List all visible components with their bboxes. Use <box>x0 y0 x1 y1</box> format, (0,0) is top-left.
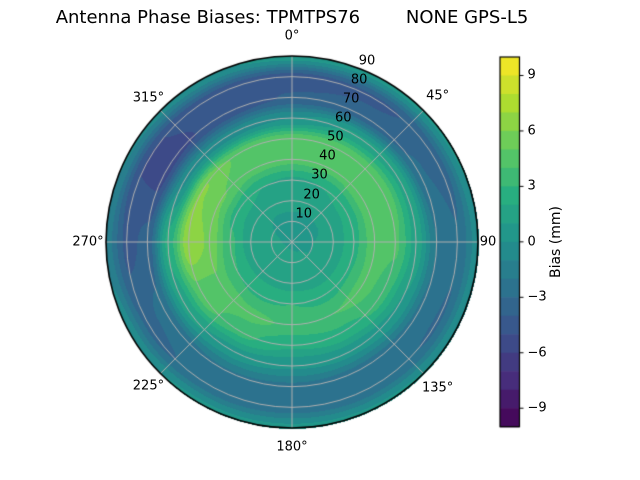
azimuth-tick-label: 45° <box>426 88 450 104</box>
azimuth-tick-label: 270° <box>72 234 104 250</box>
azimuth-tick-label: 0° <box>284 28 300 44</box>
colorbar-tick-label: −6 <box>527 345 547 361</box>
radial-tick-label: 70 <box>342 91 360 107</box>
radial-tick-label: 80 <box>350 72 368 88</box>
azimuth-tick-label: 90 <box>479 234 497 250</box>
colorbar-tick-label: 0 <box>527 234 536 250</box>
colorbar-tick-label: 3 <box>527 178 536 194</box>
radial-tick-label: 40 <box>319 148 336 164</box>
radial-tick-label: 20 <box>303 187 320 203</box>
radial-tick-label: 60 <box>334 110 352 126</box>
azimuth-tick-label: 225° <box>132 378 165 394</box>
colorbar-tick-label: −3 <box>527 289 547 305</box>
radial-tick-label: 50 <box>327 129 344 145</box>
colorbar-tick-label: 9 <box>527 67 536 83</box>
radial-tick-label: 90 <box>358 53 376 69</box>
colorbar-tick-label: 6 <box>527 123 536 139</box>
azimuth-tick-label: 135° <box>421 380 454 396</box>
colorbar-axis-label: Bias (mm) <box>548 205 564 279</box>
radial-tick-label: 30 <box>311 167 328 183</box>
colorbar-tick-label: −9 <box>527 400 547 416</box>
azimuth-tick-label: 315° <box>132 90 165 106</box>
azimuth-tick-label: 180° <box>276 439 308 455</box>
radial-tick-label: 10 <box>295 206 313 222</box>
chart-title: Antenna Phase Biases: TPMTPS76 NONE GPS-… <box>55 7 529 28</box>
